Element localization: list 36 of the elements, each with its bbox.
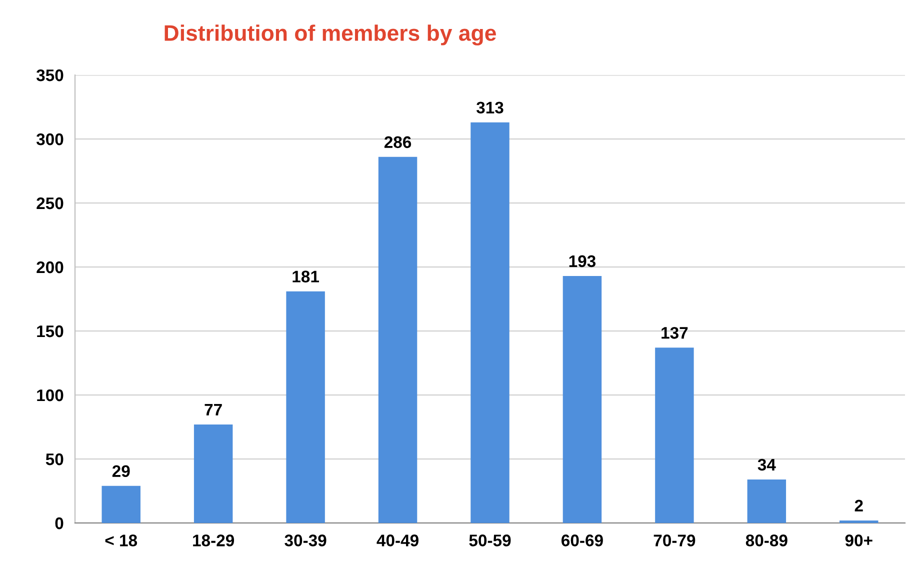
x-tick-label: 80-89 [746,534,788,546]
bar [747,479,786,523]
data-label: 137 [662,326,688,339]
bar [102,486,140,523]
bar [655,348,694,523]
y-tick-label: 300 [36,133,64,146]
bar [194,424,233,523]
data-label: 77 [204,404,222,416]
y-tick-label: 100 [37,389,64,402]
x-tick-label: 90+ [845,534,872,546]
data-label: 2 [854,500,863,512]
x-tick-label: 30-39 [284,534,326,546]
data-label: 286 [384,136,412,148]
y-tick-label: 350 [36,69,64,82]
x-tick-label: 70-79 [654,534,696,546]
y-tick-label: 250 [36,197,64,210]
data-label: 193 [569,255,596,268]
data-label: 29 [112,465,130,478]
data-label: 313 [476,102,504,114]
x-tick-label: 60-69 [562,534,603,546]
data-label: 34 [758,458,776,471]
bar [840,520,878,523]
bar [286,291,325,523]
x-tick-label: 18-29 [193,534,234,546]
x-tick-label: < 18 [105,534,138,546]
bar [470,122,510,523]
x-tick-label: 40-49 [376,534,418,546]
x-tick-label: 50-59 [469,534,511,546]
chart-title: Distribution of members by age [164,24,496,46]
y-tick-label: 50 [46,453,64,466]
y-tick-label: 200 [36,261,64,274]
y-tick-label: 0 [55,517,64,530]
y-tick-label: 150 [37,325,64,338]
bar [378,156,418,523]
bar [562,276,602,523]
data-label: 181 [292,270,319,282]
